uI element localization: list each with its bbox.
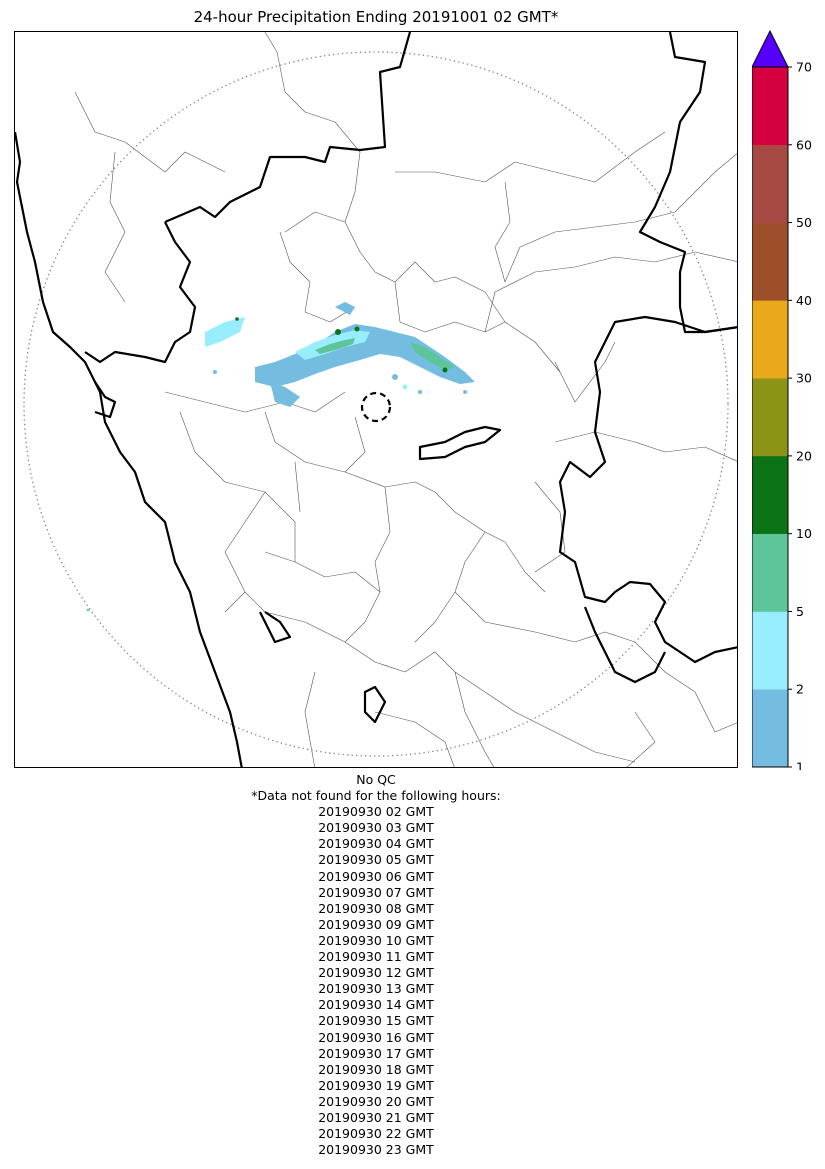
page-title: 24-hour Precipitation Ending 20191001 02… bbox=[193, 8, 559, 26]
missing-hour-item: 20190930 10 GMT bbox=[318, 932, 434, 948]
colorbar-bin bbox=[752, 67, 788, 146]
colorbar-tick-label: 70 bbox=[796, 60, 812, 75]
colorbar-bin bbox=[752, 300, 788, 379]
missing-hour-item: 20190930 11 GMT bbox=[318, 949, 434, 965]
colorbar-bin bbox=[752, 144, 788, 223]
missing-hour-item: 20190930 03 GMT bbox=[318, 820, 434, 836]
colorbar-bin bbox=[752, 689, 788, 768]
missing-hour-item: 20190930 08 GMT bbox=[318, 900, 434, 916]
missing-hour-item: 20190930 16 GMT bbox=[318, 1029, 434, 1045]
colorbar-tick-label: 20 bbox=[796, 448, 812, 463]
missing-hours-list: 20190930 02 GMT 20190930 03 GMT 20190930 0… bbox=[14, 804, 738, 1158]
state-boundaries bbox=[15, 32, 737, 767]
missing-hour-item: 20190930 15 GMT bbox=[318, 1013, 434, 1029]
colorbar-tick-label: 5 bbox=[796, 604, 804, 619]
missing-hour-item: 20190930 12 GMT bbox=[318, 965, 434, 981]
missing-hour-item: 20190930 22 GMT bbox=[318, 1126, 434, 1142]
missing-hour-item: 20190930 19 GMT bbox=[318, 1077, 434, 1093]
missing-hour-item: 20190930 13 GMT bbox=[318, 981, 434, 997]
missing-hour-item: 20190930 18 GMT bbox=[318, 1061, 434, 1077]
missing-hour-item: 20190930 02 GMT bbox=[318, 804, 434, 820]
colorbar-tick-label: 10 bbox=[796, 526, 812, 541]
district-boundaries bbox=[74, 32, 737, 767]
colorbar-tick-label: 60 bbox=[796, 137, 812, 152]
colorbar-tick-label: 40 bbox=[796, 293, 812, 308]
missing-hour-item: 20190930 23 GMT bbox=[318, 1142, 434, 1158]
colorbar-tick-label: 50 bbox=[796, 215, 812, 230]
colorbar-bin bbox=[752, 533, 788, 612]
colorbar-frame bbox=[751, 66, 789, 768]
missing-hour-item: 20190930 04 GMT bbox=[318, 836, 434, 852]
radar-site-marker bbox=[360, 391, 392, 423]
colorbar-bin bbox=[752, 222, 788, 301]
precipitation-area bbox=[86, 302, 475, 612]
radar-map bbox=[14, 31, 738, 768]
colorbar-bin bbox=[752, 455, 788, 534]
missing-data-header: *Data not found for the following hours: bbox=[251, 788, 501, 804]
colorbar: 1 2 5 10 20 30 40 50 60 70 bbox=[751, 29, 822, 775]
missing-hour-item: 20190930 14 GMT bbox=[318, 997, 434, 1013]
colorbar-tick-label: 30 bbox=[796, 371, 812, 386]
colorbar-tick-label: 2 bbox=[796, 682, 804, 697]
missing-hour-item: 20190930 07 GMT bbox=[318, 884, 434, 900]
missing-hour-item: 20190930 06 GMT bbox=[318, 868, 434, 884]
missing-hour-item: 20190930 17 GMT bbox=[318, 1045, 434, 1061]
colorbar-tick-label: 1 bbox=[796, 760, 804, 771]
missing-hour-item: 20190930 05 GMT bbox=[318, 852, 434, 868]
missing-hour-item: 20190930 21 GMT bbox=[318, 1109, 434, 1125]
colorbar-bin bbox=[752, 378, 788, 457]
missing-hour-item: 20190930 09 GMT bbox=[318, 916, 434, 932]
qc-note: No QC bbox=[356, 772, 396, 787]
colorbar-bin bbox=[752, 611, 788, 690]
missing-hour-item: 20190930 20 GMT bbox=[318, 1093, 434, 1109]
radar-range-ring bbox=[23, 51, 729, 757]
footer-notes: No QC *Data not found for the following … bbox=[14, 772, 738, 1158]
colorbar-extend-max bbox=[751, 29, 789, 68]
